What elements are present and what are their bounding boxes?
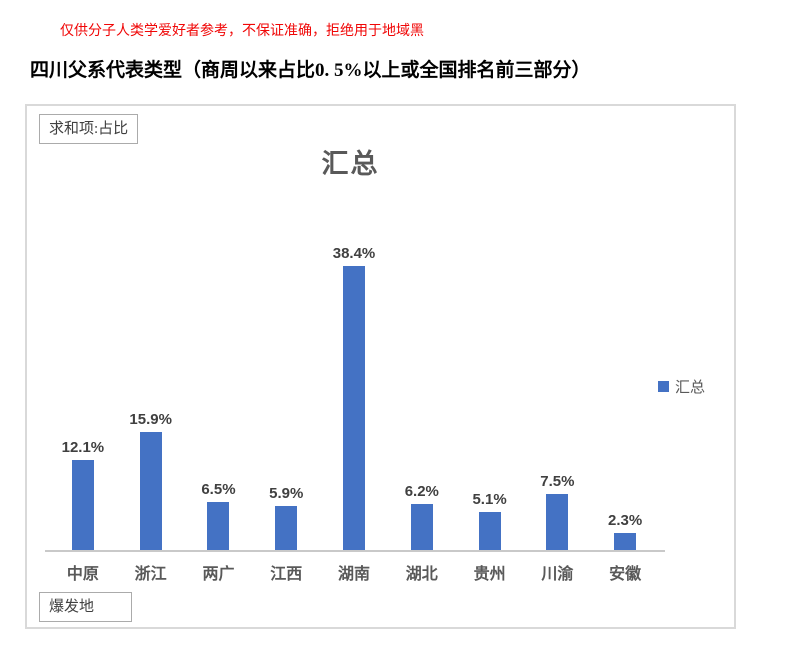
bar <box>275 506 298 550</box>
category-label: 两广 <box>202 566 235 583</box>
category-label: 中原 <box>66 566 99 583</box>
data-label: 7.5% <box>540 473 575 490</box>
category-label: 江西 <box>270 566 303 583</box>
category-label: 湖南 <box>338 566 371 583</box>
category-label: 湖北 <box>405 566 438 583</box>
category-label: 安徽 <box>609 566 642 583</box>
data-label: 38.4% <box>332 245 376 262</box>
bar <box>139 432 162 550</box>
bar-column: 5.1% <box>456 491 524 550</box>
bar <box>343 266 366 550</box>
category-label: 贵州 <box>473 566 506 583</box>
data-label: 15.9% <box>129 411 172 428</box>
legend-color-swatch <box>658 381 669 392</box>
data-label: 2.3% <box>608 512 643 529</box>
plot-area: 12.1% 15.9% 6.5% 5.9% 38.4% 6.2% 5.1% 7.5% 2.3% <box>49 198 659 550</box>
data-label: 12.1% <box>61 439 105 456</box>
bar <box>614 533 637 550</box>
bar-column: 15.9% <box>117 411 185 550</box>
legend: 汇总 <box>658 376 705 397</box>
bar-column: 6.2% <box>388 483 456 550</box>
bar <box>71 460 94 550</box>
data-label: 5.9% <box>269 485 304 502</box>
bar-column: 38.4% <box>320 245 388 550</box>
pivot-axis-field-button[interactable]: 爆发地 <box>39 592 132 622</box>
page-title: 四川父系代表类型（商周以来占比0. 5%以上或全国排名前三部分） <box>30 60 591 81</box>
category-axis: 中原 浙江 两广 江西 湖南 湖北 贵州 川渝 安徽 <box>49 560 659 584</box>
chart-title: 汇总 <box>321 149 380 179</box>
bar-column: 6.5% <box>185 481 253 550</box>
data-label: 6.5% <box>201 481 236 498</box>
bar <box>207 502 230 550</box>
disclaimer-text: 仅供分子人类学爱好者参考，不保证准确，拒绝用于地域黑 <box>60 24 424 39</box>
pivot-value-field-button[interactable]: 求和项:占比 <box>39 114 139 144</box>
category-label: 川渝 <box>541 566 574 583</box>
bar-column: 2.3% <box>591 512 659 550</box>
category-label: 浙江 <box>134 566 167 583</box>
bar-column: 5.9% <box>252 485 320 550</box>
pivot-chart-area: 求和项:占比 汇总 12.1% 15.9% 6.5% 5.9% 38.4% 6.2% 5.1… <box>25 104 736 629</box>
data-label: 5.1% <box>472 491 507 508</box>
legend-label: 汇总 <box>675 380 706 396</box>
bar-column: 12.1% <box>49 439 117 550</box>
x-axis-line <box>45 550 665 552</box>
data-label: 6.2% <box>404 483 439 500</box>
bar-column: 7.5% <box>523 473 591 550</box>
bar <box>478 512 501 550</box>
bar <box>410 504 433 550</box>
bar <box>546 494 569 550</box>
